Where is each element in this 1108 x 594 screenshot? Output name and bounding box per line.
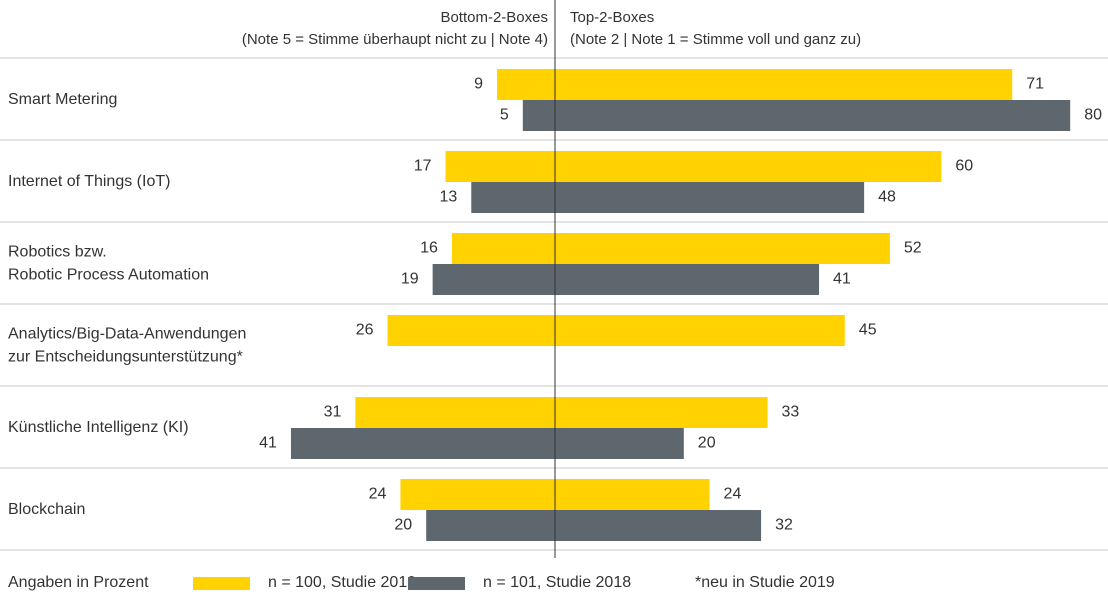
header-right-sub: (Note 2 | Note 1 = Stimme voll und ganz …	[570, 31, 861, 48]
value-label: 13	[439, 189, 457, 206]
bar-top	[555, 182, 865, 213]
bar-top	[555, 397, 768, 428]
value-label: 80	[1084, 107, 1102, 124]
bar-bottom	[426, 510, 555, 541]
legend-swatch	[193, 577, 250, 590]
legend-label: n = 101, Studie 2018	[483, 574, 631, 591]
bar-bottom	[497, 69, 555, 100]
category-line: zur Entscheidungsunterstützung*	[8, 349, 243, 366]
category-label: Blockchain	[8, 501, 85, 518]
value-label: 60	[955, 158, 973, 175]
bar-bottom	[355, 397, 555, 428]
bar-bottom	[432, 264, 555, 295]
value-label: 24	[724, 486, 742, 503]
value-label: 20	[394, 517, 412, 534]
bar-top	[555, 264, 820, 295]
value-label: 31	[324, 404, 342, 421]
header-left-sub: (Note 5 = Stimme überhaupt nicht zu | No…	[242, 31, 548, 48]
value-label: 17	[414, 158, 432, 175]
footer-note: Angaben in Prozent	[8, 574, 149, 591]
bar-bottom	[290, 428, 555, 459]
value-label: 24	[369, 486, 387, 503]
category-label: Internet of Things (IoT)	[8, 173, 170, 190]
value-label: 52	[904, 240, 922, 257]
bar-top	[555, 100, 1071, 131]
bar-bottom	[471, 182, 555, 213]
value-label: 33	[782, 404, 800, 421]
category-label: Smart Metering	[8, 91, 117, 108]
bar-top	[555, 69, 1013, 100]
legend-swatch	[408, 577, 465, 590]
value-label: 20	[698, 435, 716, 452]
category-label: Analytics/Big-Data-Anwendungen zur Entsch…	[8, 326, 246, 366]
value-label: 71	[1026, 76, 1044, 93]
bar-bottom	[451, 233, 555, 264]
value-label: 16	[420, 240, 438, 257]
category-line: Analytics/Big-Data-Anwendungen	[8, 326, 246, 343]
category-label: Künstliche Intelligenz (KI)	[8, 419, 189, 436]
value-label: 41	[259, 435, 277, 452]
value-label: 9	[474, 76, 483, 93]
category-line: Künstliche Intelligenz (KI)	[8, 419, 189, 436]
header-right: Top-2-Boxes	[570, 9, 654, 26]
bar-bottom	[400, 479, 555, 510]
category-line: Robotic Process Automation	[8, 267, 209, 284]
bar-bottom	[445, 151, 555, 182]
value-label: 48	[878, 189, 896, 206]
header-left: Bottom-2-Boxes	[440, 9, 548, 26]
category-line: Robotics bzw.	[8, 244, 107, 261]
category-line: Internet of Things (IoT)	[8, 173, 170, 190]
value-label: 41	[833, 271, 851, 288]
bar-top	[555, 479, 710, 510]
legend-label: n = 100, Studie 2019	[268, 574, 416, 591]
category-line: Smart Metering	[8, 91, 117, 108]
value-label: 32	[775, 517, 793, 534]
value-label: 45	[859, 322, 877, 339]
bar-bottom	[522, 100, 555, 131]
value-label: 5	[500, 107, 509, 124]
value-label: 26	[356, 322, 374, 339]
bar-top	[555, 315, 845, 346]
bar-top	[555, 151, 942, 182]
footnote: *neu in Studie 2019	[695, 574, 835, 591]
bar-top	[555, 233, 890, 264]
category-line: Blockchain	[8, 501, 85, 518]
bar-top	[555, 428, 684, 459]
bar-bottom	[387, 315, 555, 346]
value-label: 19	[401, 271, 419, 288]
category-label: Robotics bzw. Robotic Process Automation	[8, 244, 209, 284]
bar-top	[555, 510, 762, 541]
